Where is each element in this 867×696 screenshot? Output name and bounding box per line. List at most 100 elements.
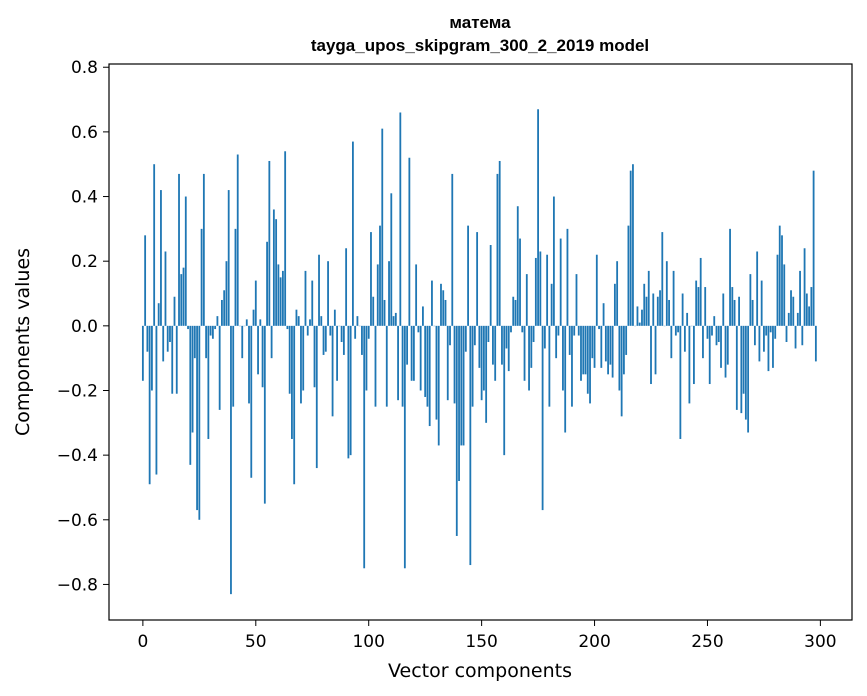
bar-194 [580, 325, 582, 381]
bar-180 [548, 325, 551, 407]
bar-216 [629, 170, 632, 326]
bar-92 [349, 325, 352, 456]
bar-34 [218, 325, 221, 410]
bar-65 [288, 325, 291, 394]
bar-212 [620, 325, 623, 417]
bar-290 [796, 312, 799, 326]
bar-169 [523, 325, 526, 381]
bar-172 [530, 325, 533, 368]
bar-238 [679, 325, 682, 439]
bar-19 [184, 196, 187, 326]
bar-0 [141, 325, 144, 381]
bar-247 [699, 257, 702, 326]
bar-249 [704, 287, 707, 326]
bar-233 [668, 299, 670, 326]
bar-183 [555, 325, 558, 359]
bar-125 [424, 325, 427, 397]
chart-title-line-2: tayga_upos_skipgram_300_2_2019 model [311, 36, 649, 55]
bar-154 [489, 245, 492, 326]
y-tick-label: 0.6 [71, 123, 98, 143]
bar-277 [767, 325, 770, 372]
bar-39 [230, 325, 232, 595]
bar-52 [259, 319, 262, 326]
bar-257 [722, 293, 725, 326]
bar-270 [751, 299, 754, 326]
bar-182 [552, 196, 555, 326]
bar-64 [286, 325, 289, 330]
bar-239 [681, 293, 684, 326]
bar-244 [693, 325, 695, 385]
bar-170 [525, 274, 528, 326]
x-tick-label: 0 [137, 632, 148, 652]
bar-147 [473, 325, 476, 346]
bar-49 [252, 309, 255, 326]
bar-255 [717, 325, 720, 342]
bar-41 [234, 228, 237, 326]
bar-149 [478, 325, 481, 368]
bar-18 [182, 267, 185, 326]
bar-261 [731, 287, 734, 326]
bar-98 [363, 325, 366, 569]
bar-174 [534, 257, 537, 326]
bar-250 [706, 325, 709, 339]
bar-102 [372, 296, 375, 326]
bar-163 [510, 325, 512, 333]
bar-219 [636, 306, 639, 326]
bar-289 [794, 325, 797, 349]
bar-269 [749, 274, 752, 326]
bar-38 [227, 190, 230, 326]
bar-246 [697, 287, 700, 326]
bar-109 [388, 261, 390, 326]
bar-66 [291, 325, 293, 439]
y-tick-label: 0.4 [71, 188, 98, 208]
bar-73 [306, 325, 309, 336]
bar-97 [361, 325, 363, 355]
bar-46 [245, 319, 248, 326]
bar-198 [589, 325, 591, 404]
bar-71 [302, 325, 305, 391]
bar-137 [451, 173, 454, 326]
x-tick-label: 150 [465, 632, 497, 652]
bar-148 [476, 232, 479, 326]
bar-series [141, 109, 817, 595]
bar-204 [602, 303, 605, 326]
bar-157 [496, 173, 499, 326]
y-tick-label: 0.0 [71, 317, 98, 337]
bar-171 [528, 325, 530, 391]
bar-23 [193, 325, 196, 359]
x-tick-label: 250 [691, 632, 723, 652]
y-tick-label: −0.2 [57, 381, 98, 401]
bar-44 [241, 325, 244, 359]
bar-16 [178, 173, 180, 326]
bar-230 [661, 232, 664, 326]
bar-177 [541, 325, 544, 511]
bar-153 [487, 325, 490, 342]
bar-240 [683, 325, 686, 352]
bar-241 [686, 312, 689, 326]
bar-61 [279, 277, 282, 326]
bar-118 [408, 157, 411, 326]
bar-197 [586, 325, 589, 394]
bar-7 [157, 303, 160, 326]
bar-181 [550, 283, 553, 326]
y-tick-label: −0.4 [57, 446, 98, 466]
bar-210 [616, 261, 619, 326]
bar-158 [498, 160, 501, 326]
bar-242 [688, 325, 691, 404]
bar-135 [446, 325, 449, 401]
bar-150 [480, 325, 483, 401]
bar-11 [166, 325, 169, 352]
bar-276 [765, 325, 768, 336]
bar-121 [415, 264, 418, 326]
bar-298 [814, 325, 817, 362]
bar-8 [160, 190, 162, 326]
bar-264 [738, 296, 740, 326]
bar-67 [293, 325, 296, 485]
bar-60 [277, 264, 280, 326]
bar-51 [257, 325, 259, 375]
bar-232 [665, 261, 668, 326]
bar-266 [742, 325, 745, 394]
bar-3 [148, 325, 151, 485]
bar-82 [327, 261, 329, 326]
